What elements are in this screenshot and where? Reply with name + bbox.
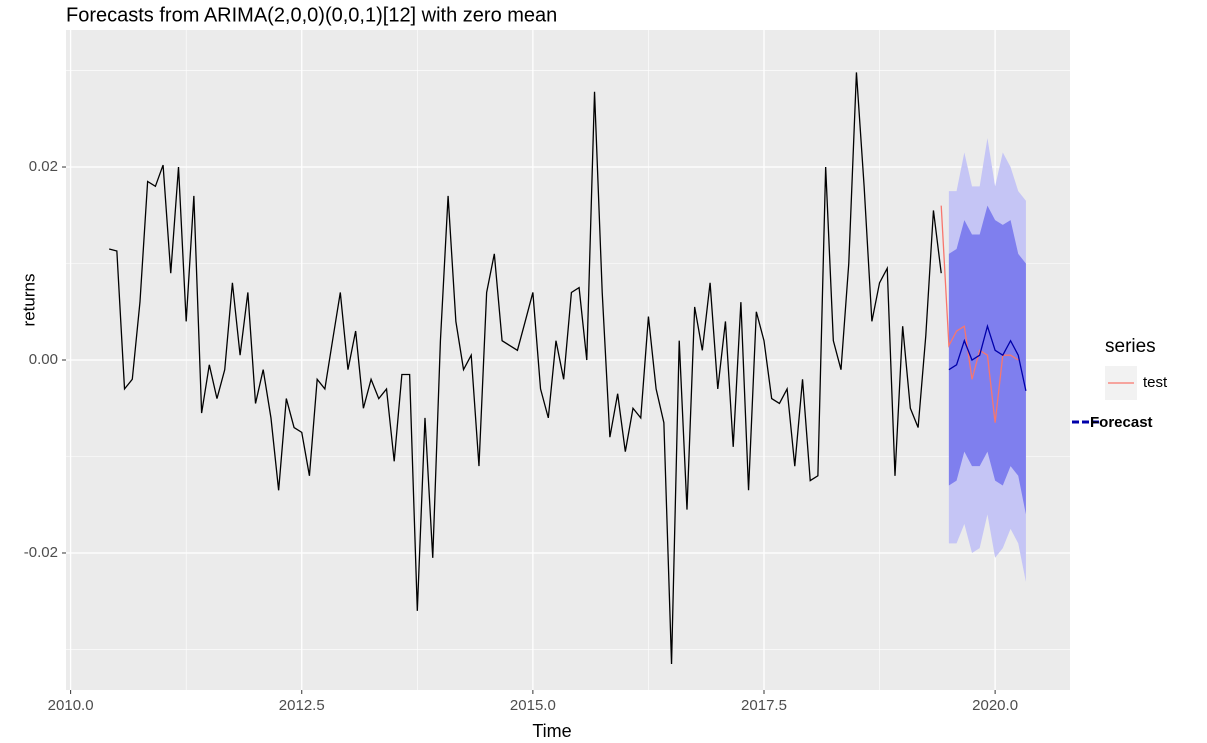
legend-label: test: [1143, 374, 1168, 391]
x-tick-label: 2017.5: [741, 697, 787, 714]
y-tick-label: 0.02: [29, 158, 58, 175]
x-tick-label: 2020.0: [972, 697, 1018, 714]
series-line: [948, 323, 1027, 392]
x-axis-label: Time: [532, 721, 571, 741]
legend-title: series: [1105, 336, 1156, 357]
y-tick-label: 0.00: [29, 351, 58, 368]
chart-title: Forecasts from ARIMA(2,0,0)(0,0,1)[12] w…: [66, 4, 557, 26]
legend-label: Forecast: [1090, 414, 1153, 431]
y-axis-label: returns: [19, 274, 38, 327]
series-line: [109, 72, 942, 664]
x-tick-label: 2010.0: [48, 697, 94, 714]
x-tick-label: 2012.5: [279, 697, 325, 714]
series-line: [940, 205, 1019, 423]
x-tick-label: 2015.0: [510, 697, 556, 714]
marks: [109, 72, 1027, 664]
y-tick-label: -0.02: [24, 544, 58, 561]
grid: [66, 30, 1070, 690]
